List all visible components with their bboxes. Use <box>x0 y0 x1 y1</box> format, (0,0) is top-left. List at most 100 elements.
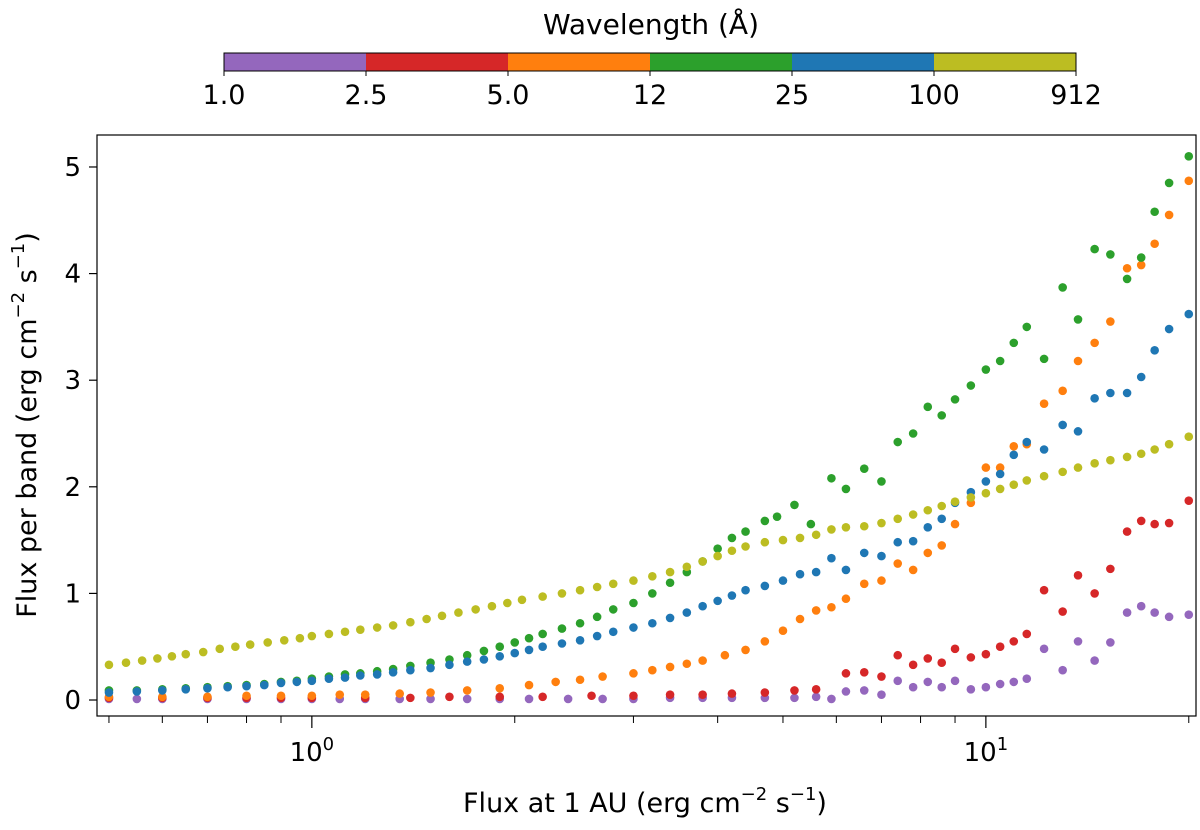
data-point <box>587 691 596 701</box>
data-point <box>995 642 1005 652</box>
data-point <box>324 629 334 639</box>
data-point <box>811 685 821 694</box>
data-point <box>137 656 147 665</box>
data-point <box>307 631 317 641</box>
data-point <box>908 565 918 575</box>
data-point <box>1058 283 1067 292</box>
colorbar-segment <box>224 53 367 71</box>
data-point <box>923 402 933 412</box>
data-point <box>665 578 675 588</box>
data-point <box>760 581 770 591</box>
data-point <box>629 669 638 678</box>
data-point <box>923 505 933 515</box>
data-point <box>1090 589 1099 598</box>
data-point <box>893 559 903 568</box>
data-point <box>575 585 585 595</box>
data-point <box>426 688 435 697</box>
data-point <box>479 655 489 664</box>
data-point <box>592 612 602 622</box>
data-point <box>1164 324 1174 334</box>
data-point <box>1136 601 1146 611</box>
data-point <box>1122 452 1132 462</box>
data-point <box>1150 445 1159 454</box>
data-point <box>727 689 737 698</box>
data-point <box>203 683 212 693</box>
data-point <box>778 576 788 585</box>
data-point <box>790 686 799 695</box>
data-point <box>1122 527 1132 536</box>
data-point <box>1122 263 1132 273</box>
data-point <box>167 652 177 661</box>
data-point <box>437 611 447 621</box>
data-point <box>648 665 657 675</box>
data-point <box>727 591 737 600</box>
data-point <box>215 644 225 654</box>
colorbar-segment <box>508 53 651 71</box>
data-point <box>790 693 799 703</box>
data-point <box>995 484 1005 494</box>
data-point <box>1058 665 1067 675</box>
data-point <box>893 676 903 686</box>
data-point <box>1073 315 1083 324</box>
data-point <box>893 514 903 524</box>
data-point <box>950 644 960 654</box>
data-point <box>995 679 1005 689</box>
data-point <box>1073 570 1083 580</box>
data-point <box>1122 274 1132 284</box>
y-tick-label: 3 <box>64 366 81 396</box>
data-point <box>727 533 737 543</box>
data-point <box>698 601 707 611</box>
data-point <box>760 688 770 697</box>
data-point <box>598 672 607 681</box>
data-point <box>1150 519 1159 529</box>
colorbar-tick-label: 25 <box>775 80 809 111</box>
data-point <box>462 650 472 660</box>
data-point <box>406 693 415 703</box>
data-point <box>503 598 512 608</box>
data-point <box>827 694 836 704</box>
data-point <box>950 395 960 404</box>
data-point <box>1090 459 1099 468</box>
data-point <box>893 537 903 547</box>
plot-frame <box>96 134 1197 717</box>
data-point <box>1184 309 1194 319</box>
data-point <box>908 682 918 692</box>
data-point <box>1009 338 1019 348</box>
data-point <box>811 606 821 615</box>
data-point <box>1022 674 1032 683</box>
data-point <box>937 411 947 420</box>
data-point <box>760 516 770 526</box>
data-point <box>406 617 415 627</box>
data-point <box>727 546 737 556</box>
data-point <box>1106 564 1115 574</box>
data-point <box>1073 637 1083 646</box>
data-point <box>1164 439 1174 449</box>
data-point <box>1106 250 1115 259</box>
data-point <box>811 530 821 540</box>
data-point <box>1122 388 1132 398</box>
colorbar-tick-label: 5.0 <box>487 80 530 111</box>
data-point <box>713 551 722 561</box>
data-point <box>598 694 607 704</box>
data-point <box>242 681 251 691</box>
data-point <box>1073 356 1083 366</box>
data-point <box>1009 480 1019 489</box>
data-point <box>592 582 602 592</box>
data-point <box>629 691 638 701</box>
data-point <box>153 654 162 663</box>
data-point <box>1039 585 1049 595</box>
data-point <box>682 659 692 669</box>
data-point <box>859 548 869 558</box>
data-point <box>877 690 886 699</box>
data-point <box>454 608 463 617</box>
data-point <box>575 636 585 645</box>
data-point <box>324 674 334 683</box>
data-point <box>335 690 345 699</box>
data-point <box>806 519 816 529</box>
data-point <box>713 544 722 553</box>
data-point <box>713 596 722 606</box>
data-point <box>242 691 251 701</box>
data-point <box>104 688 114 697</box>
data-point <box>923 523 933 532</box>
data-point <box>1136 516 1146 526</box>
